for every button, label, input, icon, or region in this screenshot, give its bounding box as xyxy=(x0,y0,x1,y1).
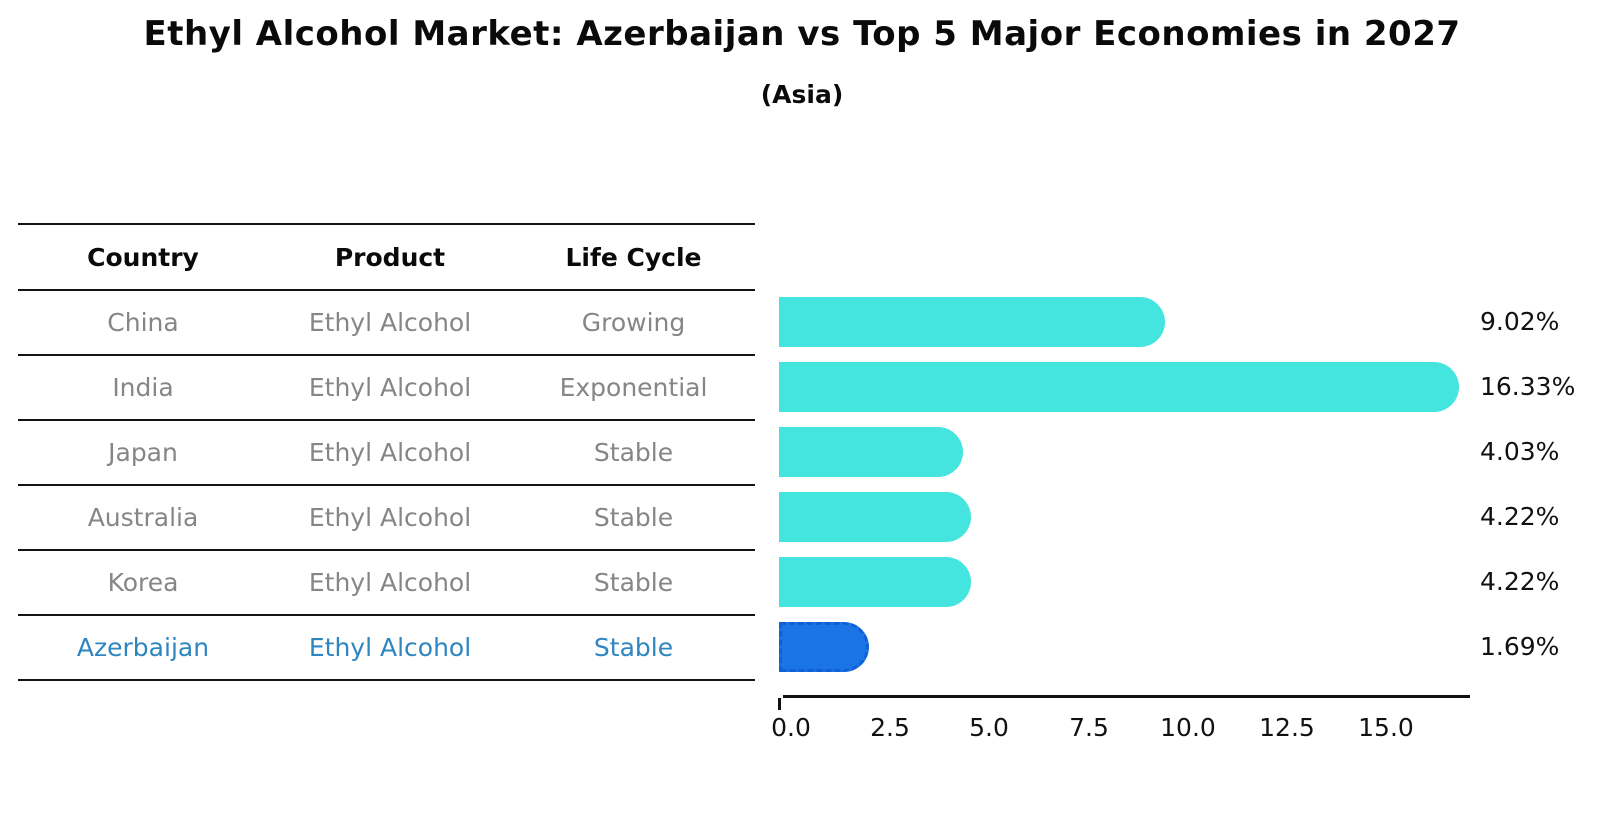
bar-australia xyxy=(779,491,971,542)
page-title: Ethyl Alcohol Market: Azerbaijan vs Top … xyxy=(143,14,1461,54)
cell-product: Ethyl Alcohol xyxy=(308,438,472,467)
page-subtitle: (Asia) xyxy=(760,80,844,109)
x-tick-label: 5.0 xyxy=(969,713,1009,742)
table-row-azerbaijan-highlighted: Azerbaijan Ethyl Alcohol Stable xyxy=(18,614,755,679)
value-label-azerbaijan: 1.69% xyxy=(1480,632,1560,661)
x-axis-line xyxy=(783,695,1470,698)
bar-row-india xyxy=(779,354,1489,419)
bar-row-japan xyxy=(779,419,1489,484)
table-header-row: Country Product Life Cycle xyxy=(18,223,755,289)
cell-life-cycle: Growing xyxy=(581,308,686,337)
table-row-korea: Korea Ethyl Alcohol Stable xyxy=(18,549,755,614)
cell-life-cycle: Stable xyxy=(593,503,674,532)
cell-country: Australia xyxy=(87,503,199,532)
cell-life-cycle: Exponential xyxy=(559,373,708,402)
cell-product: Ethyl Alcohol xyxy=(308,633,472,662)
col-header-product: Product xyxy=(334,242,446,272)
country-table: Country Product Life Cycle China Ethyl A… xyxy=(18,223,755,681)
col-header-country: Country xyxy=(87,242,199,272)
table-row-india: India Ethyl Alcohol Exponential xyxy=(18,354,755,419)
cell-product: Ethyl Alcohol xyxy=(308,308,472,337)
cell-product: Ethyl Alcohol xyxy=(308,568,472,597)
x-tick-label: 10.0 xyxy=(1160,713,1216,742)
x-axis-tick xyxy=(778,698,781,710)
x-tick-label: 15.0 xyxy=(1358,713,1414,742)
cell-product: Ethyl Alcohol xyxy=(308,503,472,532)
bar-chart: 0.0 2.5 5.0 7.5 10.0 12.5 15.0 xyxy=(771,289,1489,769)
value-label-column: 9.02% 16.33% 4.03% 4.22% 4.22% 1.69% xyxy=(1480,289,1604,679)
x-tick-label: 12.5 xyxy=(1259,713,1315,742)
bar-row-azerbaijan xyxy=(779,614,1489,679)
value-label-australia: 4.22% xyxy=(1480,502,1560,531)
x-tick-label: 7.5 xyxy=(1069,713,1109,742)
bar-row-korea xyxy=(779,549,1489,614)
bar-row-australia xyxy=(779,484,1489,549)
bar-korea xyxy=(779,556,971,607)
cell-product: Ethyl Alcohol xyxy=(308,373,472,402)
cell-country: Japan xyxy=(108,438,178,467)
cell-country: Korea xyxy=(107,568,179,597)
bar-china xyxy=(779,296,1165,347)
cell-country: Azerbaijan xyxy=(76,633,210,662)
table-row-japan: Japan Ethyl Alcohol Stable xyxy=(18,419,755,484)
cell-life-cycle: Stable xyxy=(593,438,674,467)
table-row-australia: Australia Ethyl Alcohol Stable xyxy=(18,484,755,549)
col-header-life-cycle: Life Cycle xyxy=(565,242,702,272)
x-tick-label: 0.0 xyxy=(771,713,811,742)
value-label-korea: 4.22% xyxy=(1480,567,1560,596)
x-tick-label: 2.5 xyxy=(870,713,910,742)
bar-azerbaijan-highlighted xyxy=(779,621,869,672)
value-label-china: 9.02% xyxy=(1480,307,1560,336)
bar-row-china xyxy=(779,289,1489,354)
bar-japan xyxy=(779,426,963,477)
cell-country: India xyxy=(112,373,174,402)
value-label-india: 16.33% xyxy=(1480,372,1576,401)
cell-life-cycle: Stable xyxy=(593,568,674,597)
table-row-china: China Ethyl Alcohol Growing xyxy=(18,289,755,354)
value-label-japan: 4.03% xyxy=(1480,437,1560,466)
bar-india xyxy=(779,361,1459,412)
cell-life-cycle: Stable xyxy=(593,633,674,662)
cell-country: China xyxy=(107,308,179,337)
